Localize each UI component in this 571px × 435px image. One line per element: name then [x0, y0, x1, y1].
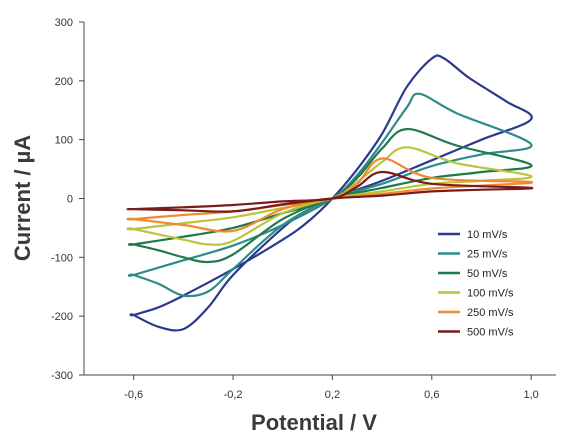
x-tick-label: 0,2 — [325, 389, 340, 401]
series-line-500-mv-s — [126, 170, 534, 213]
legend: 10 mV/s 25 mV/s 50 mV/s 100 mV/s 250 mV/s 500… — [438, 229, 514, 339]
axes — [83, 22, 556, 376]
series-line-50-mv-s — [127, 127, 533, 264]
ticks: 300 200 100 0 -100 -200 -300 -0,6 -0,2 0,2 0,6 1,0 — [51, 17, 539, 401]
x-tick-label: 0,6 — [424, 389, 439, 401]
series-line-10-mv-s — [129, 54, 533, 332]
series-line-250-mv-s — [126, 157, 534, 233]
curves — [126, 54, 534, 332]
y-tick-label: 100 — [55, 135, 73, 147]
y-tick-label: 200 — [55, 76, 73, 88]
y-tick-label: -100 — [51, 252, 73, 264]
legend-label: 100 mV/s — [467, 288, 514, 300]
x-tick-label: -0,6 — [124, 389, 143, 401]
y-tick-label: 0 — [67, 194, 73, 206]
y-tick-label: 300 — [55, 17, 73, 29]
legend-label: 25 mV/s — [467, 249, 508, 261]
legend-label: 10 mV/s — [467, 229, 508, 241]
y-tick-label: -200 — [51, 311, 73, 323]
legend-label: 50 mV/s — [467, 268, 508, 280]
y-axis-title: Current / µA — [10, 135, 35, 261]
legend-label: 500 mV/s — [467, 327, 514, 339]
x-axis-title: Potential / V — [251, 410, 377, 435]
legend-label: 250 mV/s — [467, 307, 514, 319]
y-tick-label: -300 — [51, 370, 73, 382]
x-tick-label: -0,2 — [224, 389, 243, 401]
x-tick-label: 1,0 — [524, 389, 539, 401]
series-line-25-mv-s — [127, 92, 533, 298]
